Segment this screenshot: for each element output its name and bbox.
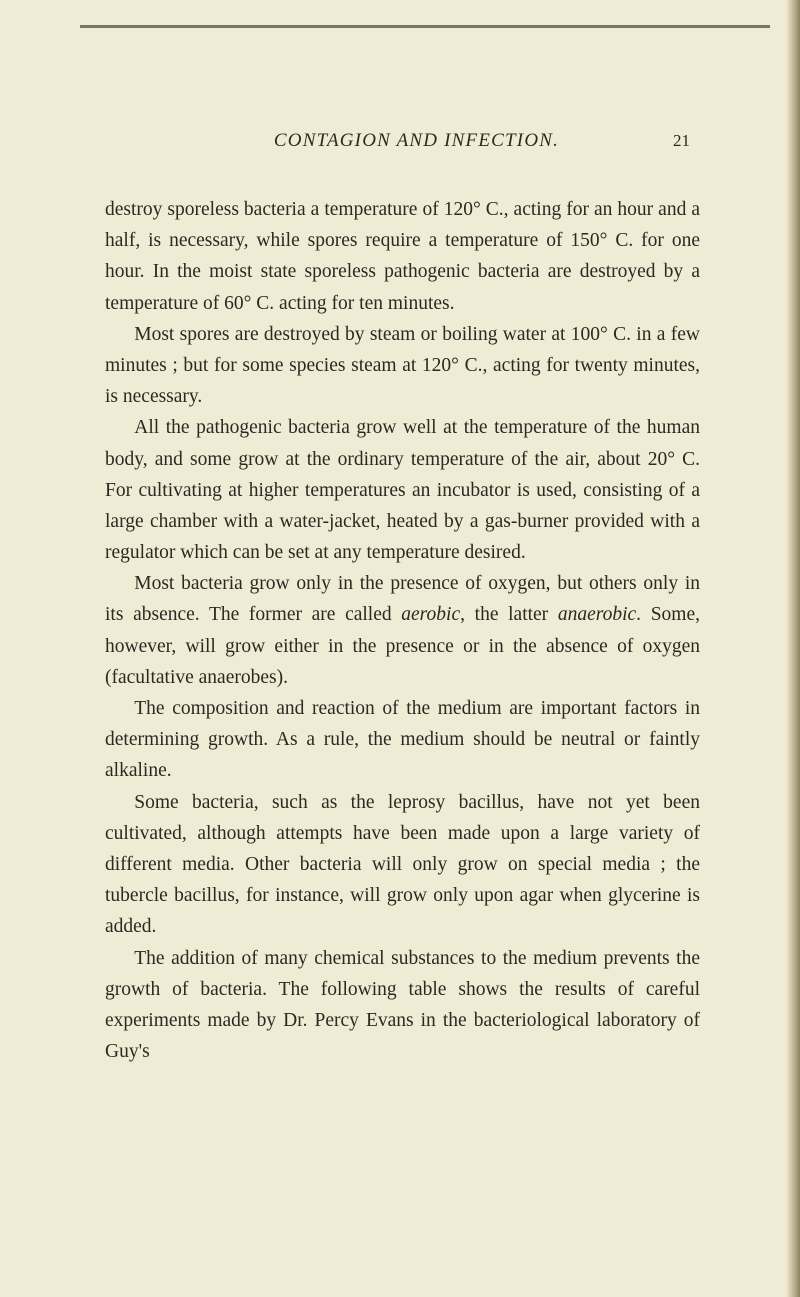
term-anaerobic: anaerobic bbox=[558, 604, 636, 625]
term-aerobic: aerobic bbox=[401, 604, 460, 625]
paragraph-2: Most spores are destroyed by steam or bo… bbox=[105, 319, 700, 413]
paragraph-4: Most bacteria grow only in the presence … bbox=[105, 568, 700, 693]
page-header: CONTAGION AND INFECTION. 21 bbox=[105, 130, 700, 152]
paragraph-4-part-b: , the latter bbox=[460, 604, 558, 625]
paragraph-5: The composition and reaction of the medi… bbox=[105, 693, 700, 787]
document-page: CONTAGION AND INFECTION. 21 destroy spor… bbox=[0, 0, 800, 1127]
running-title: CONTAGION AND INFECTION. bbox=[160, 130, 673, 152]
body-text: destroy sporeless bacteria a temperature… bbox=[105, 194, 700, 1067]
paragraph-7: The addition of many chemical substances… bbox=[105, 943, 700, 1068]
paragraph-1: destroy sporeless bacteria a temperature… bbox=[105, 194, 700, 319]
page-number: 21 bbox=[673, 131, 690, 151]
paragraph-6: Some bacteria, such as the leprosy bacil… bbox=[105, 787, 700, 943]
paragraph-3: All the pathogenic bacteria grow well at… bbox=[105, 412, 700, 568]
